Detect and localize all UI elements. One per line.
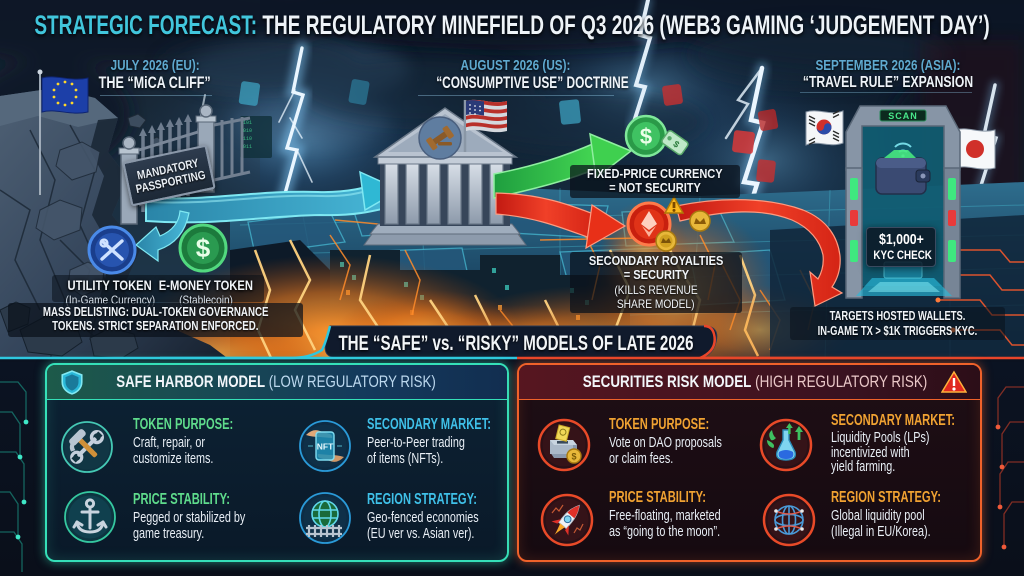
svg-text:$: $ xyxy=(640,124,652,149)
svg-text:SCAN: SCAN xyxy=(888,111,918,121)
svg-text:110: 110 xyxy=(243,136,252,142)
svg-text:010: 010 xyxy=(243,128,252,134)
svg-text:$: $ xyxy=(671,139,681,150)
svg-text:$: $ xyxy=(196,233,211,263)
svg-text:101: 101 xyxy=(243,120,252,126)
svg-text:NFT: NFT xyxy=(317,442,334,452)
svg-text:$: $ xyxy=(571,452,576,462)
svg-text:011: 011 xyxy=(243,144,252,150)
